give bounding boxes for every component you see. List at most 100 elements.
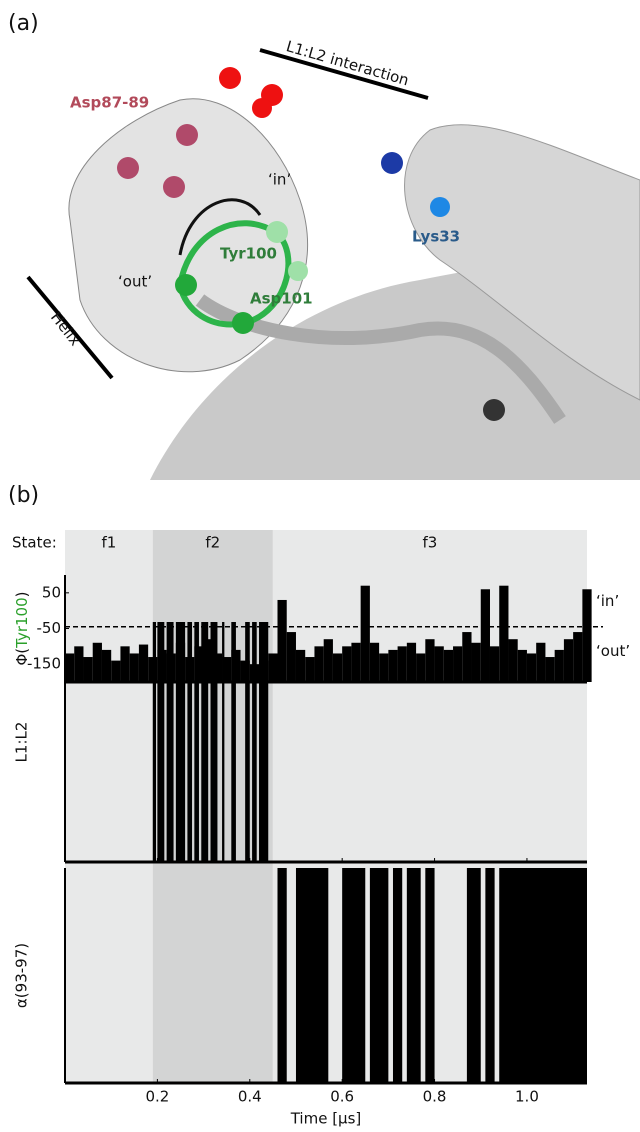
loop: [177, 220, 292, 328]
spike: [545, 657, 555, 682]
annotation: Lys33: [412, 228, 460, 246]
spike: [526, 653, 537, 682]
y-axis-label-part: Tyr100: [13, 597, 31, 649]
annotation: ‘out’: [118, 273, 152, 291]
state-name: f2: [205, 534, 220, 552]
spike: [471, 642, 481, 682]
spike: [351, 642, 361, 682]
state-segment: [277, 868, 287, 1083]
spike: [489, 646, 500, 682]
spike: [443, 649, 454, 682]
spike: [508, 639, 518, 682]
state-segment: [406, 868, 421, 1083]
atom: [252, 98, 272, 118]
state-segment: [342, 868, 366, 1083]
y-axis-label-part: Φ(: [13, 648, 31, 666]
spike: [388, 649, 398, 682]
state-segment: [369, 868, 389, 1083]
spike: [397, 646, 407, 682]
state-segment: [259, 622, 269, 862]
spike: [573, 632, 583, 682]
spike: [111, 660, 121, 682]
state-segment: [175, 622, 186, 862]
atom: [483, 399, 505, 421]
y-axis-label-part: ): [13, 591, 31, 597]
atom: [232, 312, 254, 334]
spike: [332, 653, 343, 682]
state-segment: [166, 622, 174, 862]
atom: [381, 152, 403, 174]
annotation: Asp101: [250, 290, 313, 308]
spike: [453, 646, 463, 682]
spike: [65, 653, 75, 682]
spike: [222, 657, 232, 682]
structure-panel: (a) L1:L2 interaction Asp87-89 ‘in’ ‘out…: [0, 11, 640, 480]
state-annotation: ‘in’: [596, 592, 619, 610]
spike: [277, 599, 287, 682]
spike: [554, 649, 564, 682]
state-segment: [392, 868, 403, 1083]
x-tick-label: 0.6: [330, 1088, 354, 1106]
state-segment: [201, 622, 209, 862]
y-axis-label: α(93-97): [13, 943, 31, 1008]
spike: [101, 649, 112, 682]
spike: [480, 589, 490, 682]
atom: [266, 221, 288, 243]
spike: [342, 646, 352, 682]
spike: [582, 589, 592, 682]
spike: [148, 657, 158, 682]
annotation: ‘in’: [268, 171, 291, 189]
y-tick-label: -50: [37, 619, 62, 637]
state-segment: [210, 622, 218, 862]
ribbon: [404, 124, 640, 401]
bracket: [259, 48, 429, 100]
atom: [219, 67, 241, 89]
state-segment: [157, 622, 165, 862]
spike: [120, 646, 130, 682]
panel-label: (b): [8, 483, 39, 508]
spike: [295, 649, 306, 682]
state-segment: [187, 622, 193, 862]
spike: [305, 657, 315, 682]
atom: [163, 176, 185, 198]
spike: [499, 585, 509, 682]
atom: [288, 261, 308, 281]
annotation: Asp87-89: [70, 94, 149, 112]
annotation: Tyr100: [220, 245, 277, 263]
x-tick-label: 0.4: [238, 1088, 262, 1106]
state-label: State:: [12, 534, 57, 552]
atom: [175, 274, 197, 296]
spike: [536, 642, 546, 682]
state-segment: [295, 868, 329, 1083]
bracket: [26, 275, 114, 380]
spike: [138, 644, 149, 682]
y-tick-label: 50: [42, 583, 61, 601]
spike: [314, 646, 324, 682]
spike: [129, 653, 139, 682]
state-segment: [485, 868, 495, 1083]
spike: [83, 657, 93, 682]
spike: [563, 639, 574, 682]
state-segment: [231, 622, 236, 862]
x-axis-label: Time [µs]: [290, 1110, 362, 1128]
spike: [323, 639, 333, 682]
atom: [117, 157, 139, 179]
spike: [462, 632, 472, 682]
spike: [92, 642, 102, 682]
panel-label: (a): [8, 11, 39, 36]
y-tick-label: -150: [27, 655, 61, 673]
state-segment: [152, 622, 157, 862]
spike: [434, 646, 444, 682]
x-tick-label: 1.0: [515, 1088, 539, 1106]
state-segment: [245, 622, 250, 862]
state-segment: [222, 622, 225, 862]
spike: [369, 642, 380, 682]
state-band: [65, 530, 153, 1083]
arrow: [178, 198, 262, 256]
spike: [268, 653, 278, 682]
state-name: f1: [101, 534, 116, 552]
x-tick-label: 0.8: [423, 1088, 447, 1106]
spike: [203, 639, 213, 682]
y-axis-label: Φ(Tyr100): [13, 591, 31, 665]
